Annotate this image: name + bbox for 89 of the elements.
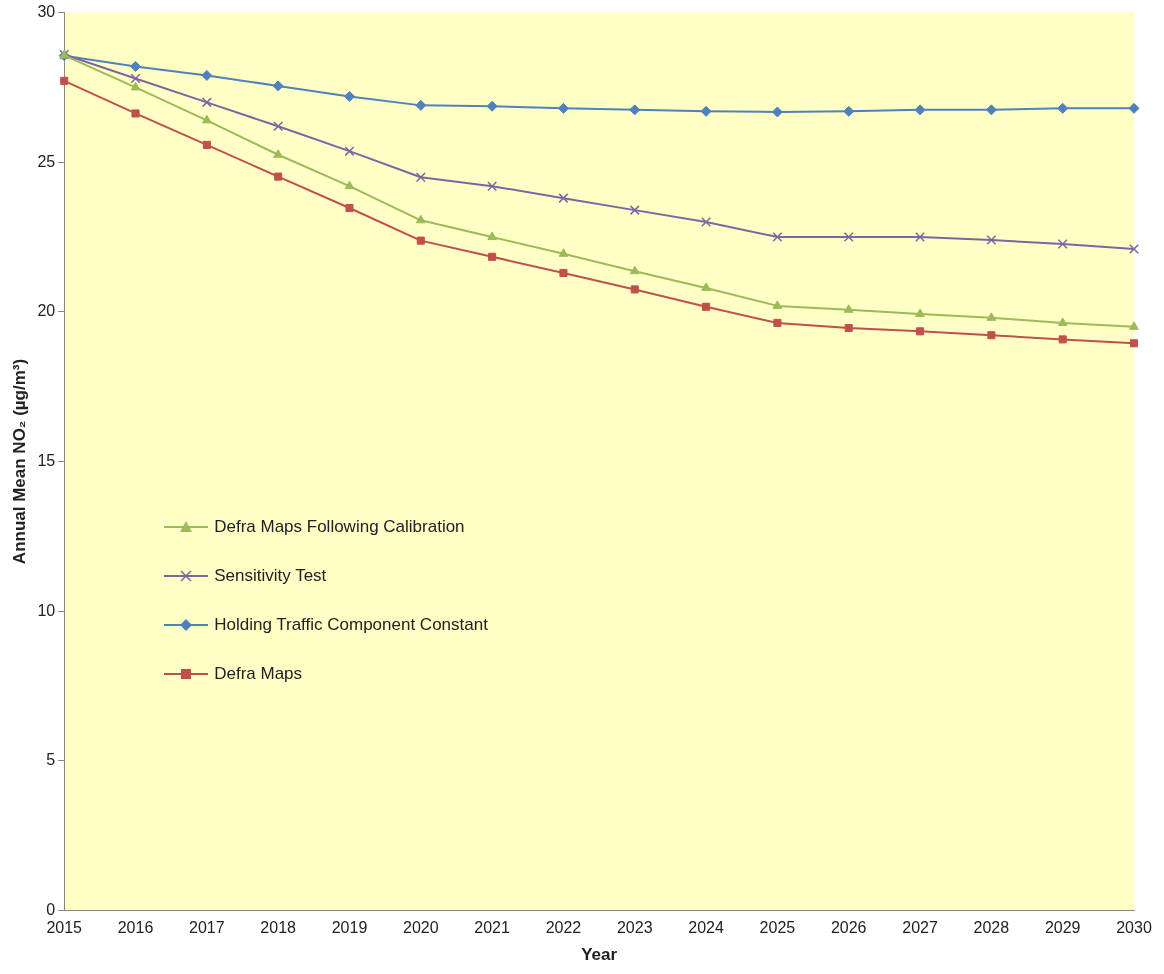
legend-label: Defra Maps Following Calibration	[214, 517, 465, 538]
point	[487, 181, 498, 192]
legend-label: Defra Maps	[214, 664, 303, 685]
point	[771, 106, 783, 118]
x-tick-label: 2024	[688, 919, 724, 937]
point	[415, 214, 426, 224]
y-tick-label: 10	[37, 601, 56, 619]
y-tick-label: 5	[46, 751, 56, 769]
point	[558, 193, 569, 204]
point	[843, 232, 854, 243]
y-tick-label: 15	[37, 451, 56, 469]
point	[701, 217, 712, 228]
point	[629, 265, 640, 275]
x-tick-label: 2029	[1044, 919, 1081, 937]
point	[987, 331, 996, 340]
y-tick-label: 0	[46, 900, 56, 918]
point	[558, 248, 569, 257]
point	[1128, 102, 1140, 114]
x-tick-label: 2016	[117, 919, 154, 937]
point	[202, 140, 211, 149]
point	[702, 302, 711, 311]
point	[915, 232, 926, 243]
point	[1057, 238, 1068, 249]
legend-label: Sensitivity Test	[214, 566, 327, 587]
x-tick-label: 2023	[616, 919, 653, 937]
point	[916, 327, 925, 336]
point	[201, 69, 213, 81]
x-tick-label: 2015	[46, 919, 83, 937]
point	[130, 73, 141, 84]
point	[415, 99, 427, 111]
x-tick-label: 2018	[260, 919, 297, 937]
point	[914, 104, 926, 116]
point	[559, 268, 568, 277]
x-axis-title: Year	[581, 945, 618, 965]
point	[201, 97, 212, 108]
point	[486, 100, 498, 112]
point	[344, 180, 355, 190]
point	[274, 172, 283, 181]
point	[701, 282, 711, 291]
point	[344, 146, 355, 157]
point	[629, 205, 640, 216]
point	[415, 172, 426, 183]
x-tick-label: 2021	[474, 919, 511, 937]
x-tick-label: 2020	[403, 919, 439, 937]
point	[345, 203, 354, 213]
point	[986, 312, 997, 321]
point	[985, 104, 997, 116]
point	[843, 105, 855, 117]
point	[772, 300, 783, 309]
y-axis-title: Annual Mean NO₂ (µg/m³)	[9, 358, 29, 565]
legend-label: Holding Traffic Component Constant	[214, 615, 488, 636]
point	[772, 232, 783, 243]
point	[416, 236, 425, 245]
point	[629, 104, 641, 116]
point	[131, 109, 140, 118]
point	[773, 318, 782, 327]
point	[488, 252, 497, 261]
x-tick-label: 2030	[1116, 919, 1152, 937]
point	[986, 235, 997, 246]
point	[915, 308, 925, 317]
point	[1057, 102, 1069, 114]
point	[273, 121, 284, 132]
x-tick-label: 2026	[830, 919, 867, 937]
point	[130, 81, 141, 91]
x-tick-label: 2028	[973, 919, 1010, 937]
point	[1129, 321, 1139, 330]
point	[202, 114, 212, 124]
y-tick-label: 20	[37, 302, 56, 320]
point	[487, 231, 497, 241]
point	[60, 76, 69, 85]
y-tick-label: 25	[37, 152, 56, 170]
x-tick-label: 2017	[189, 919, 225, 937]
point	[343, 90, 355, 102]
point	[272, 80, 284, 92]
point	[1129, 339, 1139, 348]
point	[1058, 335, 1067, 344]
point	[844, 323, 853, 333]
point	[130, 60, 142, 72]
point	[1129, 244, 1139, 255]
point	[1057, 317, 1068, 326]
x-tick-label: 2027	[902, 919, 938, 937]
point	[700, 105, 712, 117]
x-tick-label: 2019	[331, 919, 368, 937]
point	[843, 304, 854, 313]
y-tick-label: 30	[37, 3, 56, 21]
point	[273, 149, 283, 158]
x-tick-label: 2025	[759, 919, 796, 937]
x-tick-label: 2022	[545, 919, 582, 937]
point	[630, 285, 639, 294]
